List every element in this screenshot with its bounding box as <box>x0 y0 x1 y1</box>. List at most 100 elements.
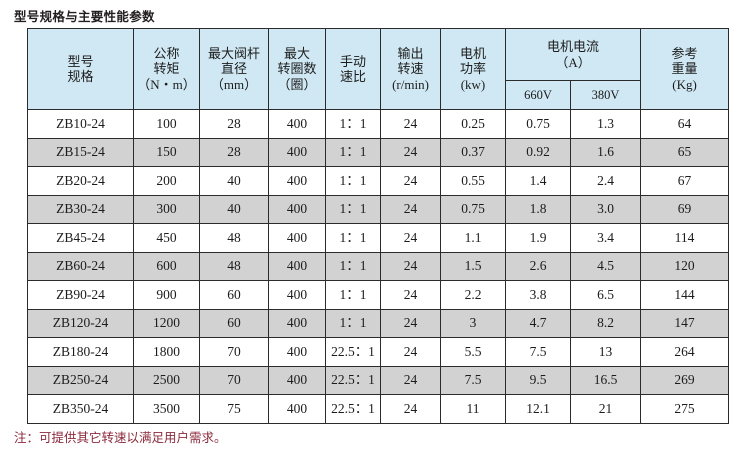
header-unit: （mm） <box>210 76 258 92</box>
specification-table: 型号 规格 公称 转矩 （N・m） 最大阀杆 直径 （mm） 最大 转圈数 （圈… <box>27 28 730 424</box>
cell-weight: 69 <box>640 194 730 224</box>
header-unit: （圈） <box>277 76 317 92</box>
column-header-output-speed: 输出 转速 (r/min) <box>380 28 441 110</box>
cell-motor-power: 1.5 <box>440 251 506 281</box>
page-title: 型号规格与主要性能参数 <box>14 10 155 24</box>
cell-model: ZB350-24 <box>27 394 134 424</box>
table-row: ZB45-24 450 48 400 1：1 24 1.1 1.9 3.4 114 <box>27 223 730 253</box>
cell-stem-diameter: 48 <box>199 251 269 281</box>
cell-weight: 120 <box>640 251 730 281</box>
cell-stem-diameter: 60 <box>199 280 269 310</box>
cell-motor-power: 11 <box>440 394 506 424</box>
table-body: ZB10-24 100 28 400 1：1 24 0.25 0.75 1.3 64 ZB15-24… <box>27 109 730 424</box>
table-row: ZB180-24 1800 70 400 22.5：1 24 5.5 7.5 13 264 <box>27 337 730 367</box>
cell-torque: 100 <box>133 109 200 139</box>
cell-stem-diameter: 28 <box>199 137 269 167</box>
cell-model: ZB90-24 <box>27 280 134 310</box>
cell-output-speed: 24 <box>380 109 441 139</box>
cell-torque: 450 <box>133 223 200 253</box>
column-header-model: 型号 规格 <box>27 28 134 110</box>
header-unit: (r/min) <box>392 76 429 92</box>
cell-current-660: 1.4 <box>505 166 571 196</box>
cell-motor-power: 0.55 <box>440 166 506 196</box>
column-header-current-660v: 660V <box>505 80 571 110</box>
cell-torque: 300 <box>133 194 200 224</box>
cell-max-turns: 400 <box>268 137 326 167</box>
cell-stem-diameter: 60 <box>199 308 269 338</box>
cell-model: ZB180-24 <box>27 337 134 367</box>
cell-torque: 1200 <box>133 308 200 338</box>
cell-motor-power: 0.37 <box>440 137 506 167</box>
cell-torque: 900 <box>133 280 200 310</box>
cell-torque: 600 <box>133 251 200 281</box>
header-unit: （N・m） <box>137 76 196 92</box>
cell-model: ZB30-24 <box>27 194 134 224</box>
cell-manual-ratio: 1：1 <box>325 109 381 139</box>
cell-weight: 67 <box>640 166 730 196</box>
cell-output-speed: 24 <box>380 137 441 167</box>
cell-current-380: 3.4 <box>569 223 642 253</box>
cell-manual-ratio: 1：1 <box>325 166 381 196</box>
column-header-manual-ratio: 手动 速比 <box>325 28 381 110</box>
cell-torque: 3500 <box>133 394 200 424</box>
cell-model: ZB10-24 <box>27 109 134 139</box>
cell-current-660: 0.75 <box>505 109 571 139</box>
cell-manual-ratio: 1：1 <box>325 280 381 310</box>
cell-current-660: 1.8 <box>505 194 571 224</box>
cell-max-turns: 400 <box>268 308 326 338</box>
cell-weight: 65 <box>640 137 730 167</box>
header-line: 速比 <box>339 69 366 84</box>
header-line: 直径 <box>220 61 247 77</box>
cell-stem-diameter: 28 <box>199 109 269 139</box>
cell-manual-ratio: 1：1 <box>325 308 381 338</box>
header-line: 转圈数 <box>277 61 317 77</box>
cell-motor-power: 2.2 <box>440 280 506 310</box>
column-header-max-turns: 最大 转圈数 （圈） <box>268 28 326 110</box>
cell-stem-diameter: 48 <box>199 223 269 253</box>
cell-max-turns: 400 <box>268 394 326 424</box>
cell-max-turns: 400 <box>268 337 326 367</box>
table-row: ZB15-24 150 28 400 1：1 24 0.37 0.92 1.6 65 <box>27 137 730 167</box>
cell-torque: 150 <box>133 137 200 167</box>
cell-weight: 264 <box>640 337 730 367</box>
cell-motor-power: 3 <box>440 308 506 338</box>
header-line: 最大 <box>283 46 310 61</box>
header-line: 手动 <box>339 53 366 69</box>
cell-current-660: 2.6 <box>505 251 571 281</box>
cell-manual-ratio: 22.5：1 <box>325 337 381 367</box>
cell-output-speed: 24 <box>380 166 441 196</box>
cell-current-380: 21 <box>569 394 642 424</box>
cell-weight: 269 <box>640 365 730 395</box>
header-line: 转矩 <box>153 61 180 77</box>
header-line: 型号 <box>67 53 94 69</box>
cell-weight: 144 <box>640 280 730 310</box>
header-row-sub: 660V 380V <box>28 80 729 110</box>
header-line: 功率 <box>459 61 486 77</box>
cell-output-speed: 24 <box>380 280 441 310</box>
cell-torque: 200 <box>133 166 200 196</box>
header-line: 参考 <box>671 46 698 61</box>
cell-current-660: 3.8 <box>505 280 571 310</box>
cell-motor-power: 1.1 <box>440 223 506 253</box>
cell-output-speed: 24 <box>380 365 441 395</box>
header-line: 电机 <box>459 46 486 61</box>
header-row-primary: 型号 规格 公称 转矩 （N・m） 最大阀杆 直径 （mm） 最大 转圈数 （圈… <box>27 28 730 110</box>
cell-current-380: 6.5 <box>569 280 642 310</box>
cell-max-turns: 400 <box>268 166 326 196</box>
cell-max-turns: 400 <box>268 280 326 310</box>
cell-model: ZB120-24 <box>27 308 134 338</box>
column-header-weight: 参考 重量 (Kg) <box>640 28 730 110</box>
cell-output-speed: 24 <box>380 308 441 338</box>
cell-stem-diameter: 40 <box>199 166 269 196</box>
cell-max-turns: 400 <box>268 109 326 139</box>
cell-stem-diameter: 70 <box>199 337 269 367</box>
cell-model: ZB20-24 <box>27 166 134 196</box>
cell-current-380: 13 <box>569 337 642 367</box>
table-row: ZB90-24 900 60 400 1：1 24 2.2 3.8 6.5 144 <box>27 280 730 310</box>
header-line: 公称 <box>153 46 180 61</box>
cell-model: ZB45-24 <box>27 223 134 253</box>
footer-note: 注：可提供其它转速以满足用户需求。 <box>14 431 227 445</box>
cell-manual-ratio: 22.5：1 <box>325 365 381 395</box>
header-line: 电机电流 <box>547 39 600 55</box>
cell-max-turns: 400 <box>268 223 326 253</box>
